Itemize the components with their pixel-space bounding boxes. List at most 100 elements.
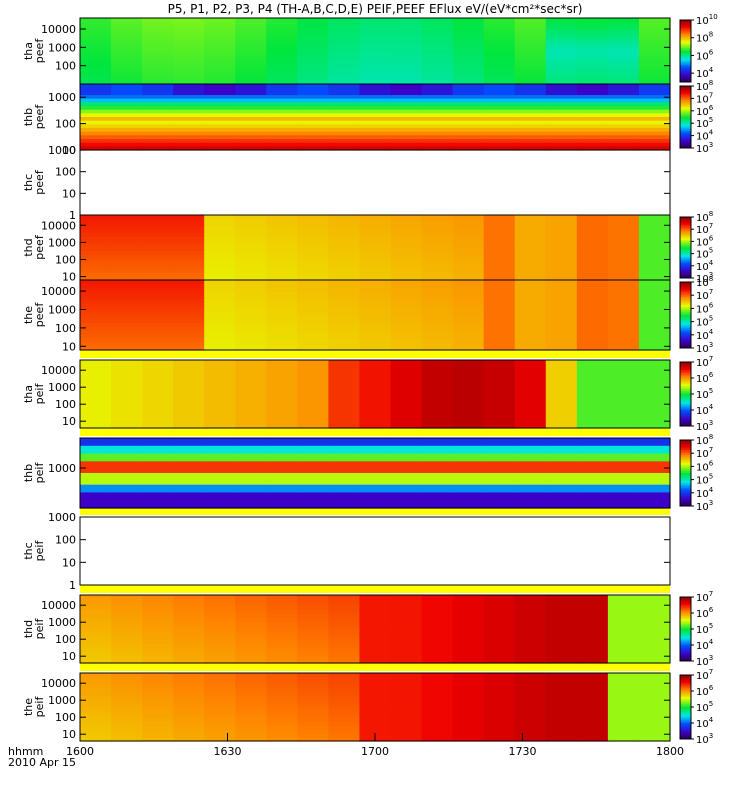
colorbar-tick-label: 107	[696, 668, 713, 682]
heatmap-cell	[80, 80, 112, 85]
heatmap-cell	[266, 729, 298, 735]
heatmap-cell	[545, 124, 578, 129]
heatmap-cell	[235, 453, 267, 459]
heatmap-cell	[111, 621, 143, 626]
heatmap-cell	[607, 733, 640, 738]
colorbar-swatch	[680, 469, 691, 472]
heatmap-cell	[638, 360, 671, 365]
heatmap-cell	[111, 449, 143, 455]
heatmap-cell	[204, 95, 236, 100]
heatmap-cell	[142, 714, 174, 719]
heatmap-cell	[483, 251, 516, 256]
heatmap-cell	[266, 496, 298, 501]
heatmap-cell	[452, 318, 485, 324]
heatmap-cell	[607, 636, 640, 641]
heatmap-cell	[266, 76, 298, 81]
heatmap-cell	[483, 636, 516, 641]
heatmap-cell	[173, 469, 205, 474]
heatmap-cell	[607, 102, 640, 107]
heatmap-cell	[545, 729, 578, 735]
heatmap-cell	[142, 128, 174, 133]
y-tick-label: 1000	[48, 303, 76, 316]
heatmap-cell	[359, 330, 392, 336]
heatmap-cell	[576, 725, 609, 731]
heatmap-cell	[111, 695, 143, 701]
colorbar-swatch	[680, 290, 691, 293]
colorbar-tick-label: 106	[696, 684, 714, 698]
heatmap-cell	[111, 629, 143, 634]
heatmap-cell	[390, 476, 423, 482]
heatmap-cell	[607, 269, 640, 274]
heatmap-cell	[514, 476, 547, 482]
heatmap-cell	[607, 25, 640, 30]
heatmap-cell	[297, 128, 330, 133]
heatmap-cell	[297, 378, 330, 384]
heatmap-cell	[204, 676, 236, 682]
heatmap-cell	[142, 240, 174, 245]
heatmap-cell	[111, 146, 143, 151]
heatmap-cell	[111, 102, 143, 107]
colorbar-swatch	[680, 477, 691, 481]
heatmap-cell	[359, 146, 392, 151]
heatmap-cell	[142, 457, 174, 462]
heatmap-cell	[421, 476, 454, 482]
y-tick-label: 1000	[48, 236, 76, 249]
heatmap-cell	[297, 473, 330, 478]
heatmap-cell	[514, 258, 547, 263]
heatmap-cell	[266, 676, 298, 682]
colorbar-swatch	[680, 476, 691, 479]
heatmap-cell	[173, 449, 205, 455]
heatmap-cell	[638, 492, 671, 497]
heatmap-cell	[235, 338, 267, 343]
heatmap-cell	[607, 80, 640, 85]
heatmap-cell	[328, 243, 361, 249]
colorbar-swatch	[680, 259, 691, 262]
heatmap-cell	[266, 117, 298, 122]
heatmap-cell	[328, 651, 361, 657]
colorbar-swatch	[680, 336, 691, 339]
heatmap-cell	[235, 710, 267, 716]
heatmap-cell	[80, 243, 112, 249]
heatmap-cell	[80, 62, 112, 67]
heatmap-cell	[638, 243, 671, 249]
heatmap-cell	[173, 473, 205, 478]
heatmap-cell	[297, 124, 330, 129]
heatmap-cell	[204, 375, 236, 380]
heatmap-cell	[483, 441, 516, 447]
heatmap-cell	[297, 699, 330, 704]
colorbar-swatch	[680, 603, 691, 606]
heatmap-cell	[80, 441, 112, 447]
heatmap-cell	[607, 131, 640, 136]
heatmap-cell	[452, 367, 485, 372]
heatmap-cell	[204, 338, 236, 343]
colorbar-swatch	[680, 227, 691, 230]
heatmap-cell	[545, 240, 578, 245]
colorbar-tick-label: 104	[696, 403, 714, 417]
heatmap-cell	[576, 346, 609, 351]
heatmap-cell	[483, 65, 516, 70]
heatmap-cell	[576, 258, 609, 263]
heatmap-cell	[111, 95, 143, 100]
colorbar-tick-label: 103	[696, 341, 713, 355]
colorbar-swatch	[680, 366, 691, 369]
heatmap-cell	[545, 703, 578, 708]
heatmap-cell	[545, 98, 578, 103]
colorbar-swatch	[680, 217, 691, 220]
colorbar-swatch	[680, 492, 691, 495]
heatmap-cell	[514, 218, 547, 223]
colorbar-swatch	[680, 629, 691, 632]
heatmap-cell	[266, 363, 298, 369]
colorbar-tick-label: 107	[696, 590, 713, 604]
heatmap-cell	[359, 261, 392, 267]
x-tick-label: 1800	[656, 745, 684, 758]
heatmap-cell	[328, 233, 361, 238]
heatmap-cell	[390, 254, 423, 259]
heatmap-cell	[390, 106, 423, 111]
heatmap-cell	[328, 673, 361, 678]
heatmap-cell	[545, 142, 578, 147]
heatmap-cell	[111, 680, 143, 685]
heatmap-cell	[173, 382, 205, 388]
heatmap-cell	[452, 621, 485, 626]
heatmap-cell	[111, 420, 143, 425]
heatmap-cell	[390, 62, 423, 67]
